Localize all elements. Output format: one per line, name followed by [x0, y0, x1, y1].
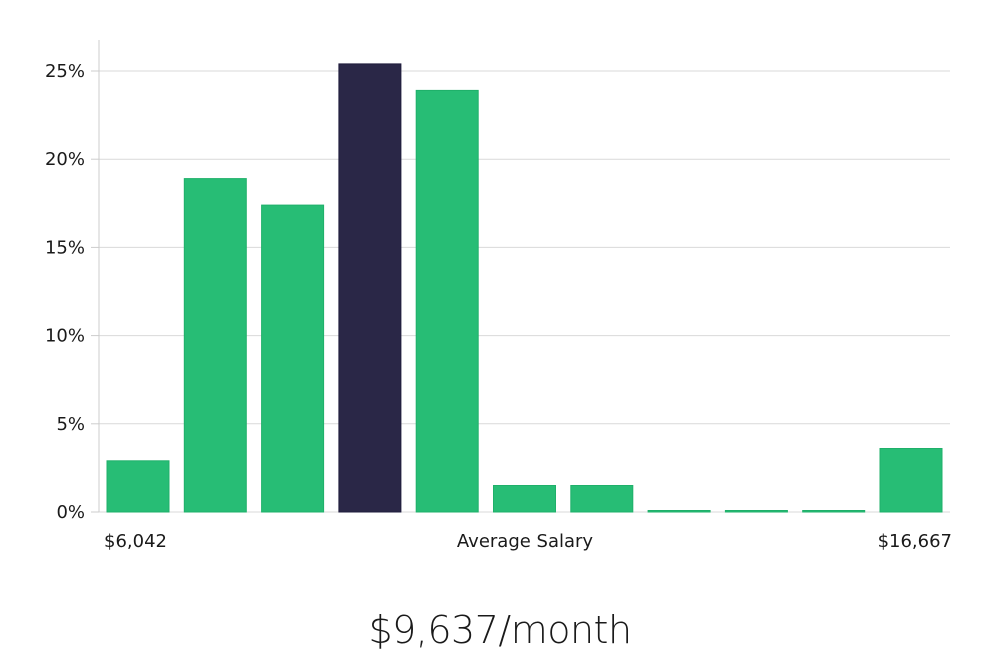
histogram-bar [724, 510, 788, 513]
bars [106, 63, 943, 513]
histogram-bar [106, 460, 170, 513]
histogram-bar [183, 178, 247, 513]
histogram-bar [879, 448, 943, 513]
histogram-bar [647, 510, 711, 513]
histogram-bar [261, 204, 325, 513]
y-tick-label: 20% [45, 149, 85, 170]
y-tick-label: 25% [45, 61, 85, 82]
histogram-bar [415, 89, 479, 513]
x-center-label: Average Salary [457, 531, 594, 552]
histogram-bar [493, 485, 556, 513]
salary-histogram: 0% 5% 10% 15% 20% 25% $6,042 Average Salary $… [45, 40, 952, 552]
y-axis-ticks: 0% 5% 10% 15% 20% 25% [45, 61, 99, 523]
histogram-bar [570, 485, 634, 513]
x-min-label: $6,042 [104, 531, 167, 552]
x-max-label: $16,667 [878, 531, 952, 552]
y-tick-label: 0% [56, 502, 85, 523]
histogram-bar-highlighted [338, 63, 402, 513]
y-tick-label: 10% [45, 326, 85, 347]
y-tick-label: 5% [56, 414, 85, 435]
y-tick-label: 15% [45, 237, 85, 258]
average-salary-headline: $9,637/month [368, 608, 632, 652]
histogram-bar [802, 510, 866, 513]
